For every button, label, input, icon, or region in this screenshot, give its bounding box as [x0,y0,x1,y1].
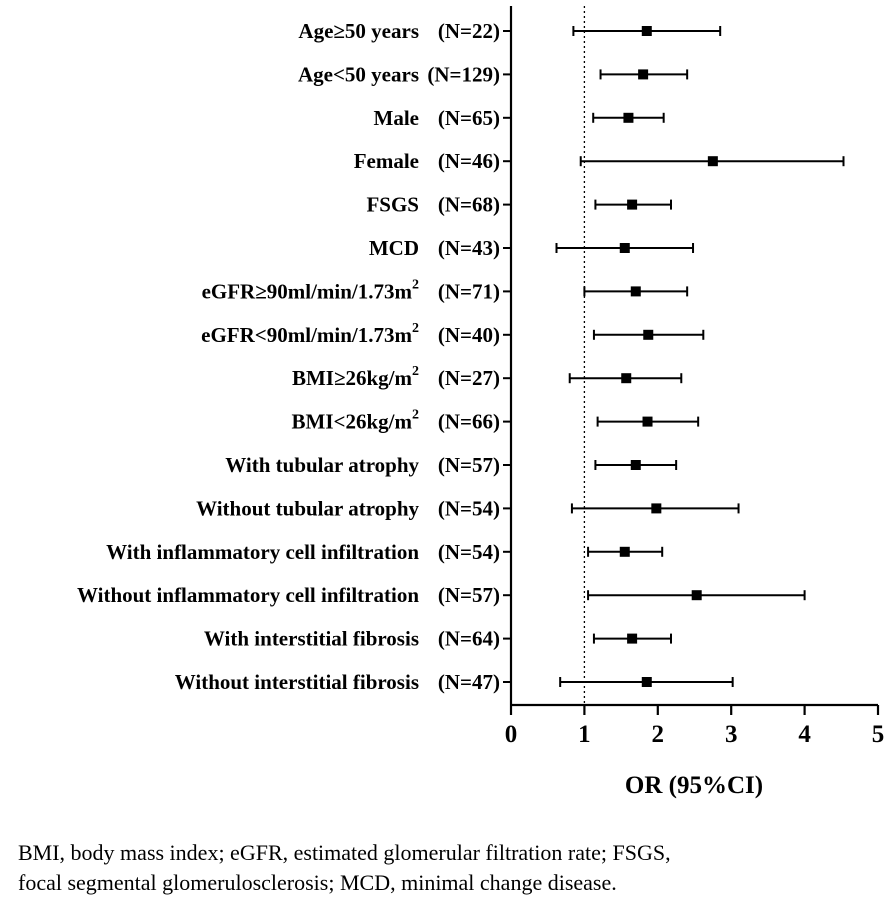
forest-row: BMI≥26kg/m2 (N=27) [292,364,683,390]
row-label: Female [354,149,419,173]
row-label-text: Without interstitial fibrosis [175,670,419,694]
forest-row: eGFR≥90ml/min/1.73m2 (N=71) [202,277,689,303]
row-label-text: With interstitial fibrosis [204,627,419,651]
x-tick-label: 2 [652,721,665,748]
row-label-text: FSGS [366,193,419,217]
row-n-label: (N=47) [438,670,500,694]
row-label: Male [374,106,419,130]
x-tick-label: 0 [505,721,518,748]
row-label-text: Age≥50 years [298,19,419,43]
footnote: BMI, body mass index; eGFR, estimated gl… [18,838,888,898]
row-label-text: eGFR≥90ml/min/1.73m [202,279,413,303]
or-point [630,460,641,470]
or-point [627,633,638,644]
row-n-label: (N=129) [427,62,500,86]
row-label-text: BMI≥26kg/m [292,366,413,390]
row-n-label: (N=64) [438,627,500,651]
row-n-label: (N=54) [438,540,500,564]
row-n-label: (N=71) [438,279,500,303]
row-n-label: (N=54) [438,496,500,520]
forest-row: Male (N=65) [374,106,665,130]
row-n-label: (N=65) [438,106,500,130]
forest-row: Age≥50 years (N=22) [298,19,722,43]
row-n-label: (N=66) [438,410,500,434]
row-label: With inflammatory cell infiltration [106,540,419,564]
row-label: With tubular atrophy [225,453,419,477]
or-point [623,112,634,123]
row-label-text: With tubular atrophy [225,453,419,477]
forest-row: BMI<26kg/m2 (N=66) [292,408,700,434]
or-point [619,546,630,557]
or-point [651,503,662,514]
row-label-text: With inflammatory cell infiltration [106,540,419,564]
forest-row: Without interstitial fibrosis (N=47) [175,670,734,694]
x-tick-label: 3 [725,721,738,748]
row-n-label: (N=22) [438,19,500,43]
forest-row: Female (N=46) [354,149,845,173]
x-axis-title: OR (95%CI) [625,772,763,799]
or-point [641,26,652,36]
or-point [621,373,632,384]
forest-row: With tubular atrophy (N=57) [225,453,678,477]
row-n-label: (N=27) [438,366,500,390]
row-label-text: Male [374,106,419,130]
forest-row: Without tubular atrophy (N=54) [196,496,740,520]
x-tick-label: 4 [798,721,811,748]
forest-plot: Age≥50 years (N=22) Age<50 years (N=129) Mal… [77,6,885,799]
row-label: eGFR<90ml/min/1.73m2 [201,321,419,347]
row-label-text: Without inflammatory cell infiltration [77,583,419,607]
row-label: BMI≥26kg/m2 [292,364,419,390]
or-point [707,156,718,167]
or-point [691,590,702,601]
row-label: Without interstitial fibrosis [175,670,419,694]
row-label: Age<50 years [298,62,419,86]
forest-row: With interstitial fibrosis (N=64) [204,627,673,651]
row-label: Without tubular atrophy [196,496,419,520]
row-label: eGFR≥90ml/min/1.73m2 [202,277,419,303]
row-label-superscript: 2 [412,364,419,379]
row-label-text: MCD [369,236,419,260]
or-point [627,199,638,210]
row-label-text: Age<50 years [298,62,419,86]
row-n-label: (N=40) [438,323,500,347]
row-label-superscript: 2 [412,321,419,336]
row-label-text: eGFR<90ml/min/1.73m [201,323,412,347]
row-n-label: (N=57) [438,583,500,607]
row-label: Without inflammatory cell infiltration [77,583,419,607]
row-label-text: Female [354,149,419,173]
footnote-line-2: focal segmental glomerulosclerosis; MCD,… [18,870,617,895]
or-point [619,243,630,253]
row-label: With interstitial fibrosis [204,627,419,651]
row-label-superscript: 2 [412,277,419,292]
forest-row: Without inflammatory cell infiltration (N… [77,583,806,607]
forest-row: eGFR<90ml/min/1.73m2 (N=40) [201,321,705,347]
row-label: BMI<26kg/m2 [292,408,419,434]
x-tick-label: 1 [578,721,591,748]
row-label-text: Without tubular atrophy [196,496,419,520]
row-label: FSGS [366,193,419,217]
row-label-superscript: 2 [412,408,419,423]
or-point [642,416,653,427]
footnote-line-1: BMI, body mass index; eGFR, estimated gl… [18,840,671,865]
forest-row: With inflammatory cell infiltration (N=54… [106,540,664,564]
row-label: MCD [369,236,419,260]
row-label-text: BMI<26kg/m [292,410,413,434]
row-n-label: (N=46) [438,149,500,173]
row-n-label: (N=43) [438,236,500,260]
x-tick-label: 5 [872,721,885,748]
forest-row: FSGS (N=68) [366,193,673,217]
forest-row: Age<50 years (N=129) [298,62,689,86]
row-n-label: (N=57) [438,453,500,477]
forest-row: MCD (N=43) [369,236,695,260]
row-n-label: (N=68) [438,193,500,217]
row-label: Age≥50 years [298,19,419,43]
or-point [638,69,649,80]
or-point [643,329,654,340]
or-point [630,286,641,297]
or-point [641,677,652,687]
